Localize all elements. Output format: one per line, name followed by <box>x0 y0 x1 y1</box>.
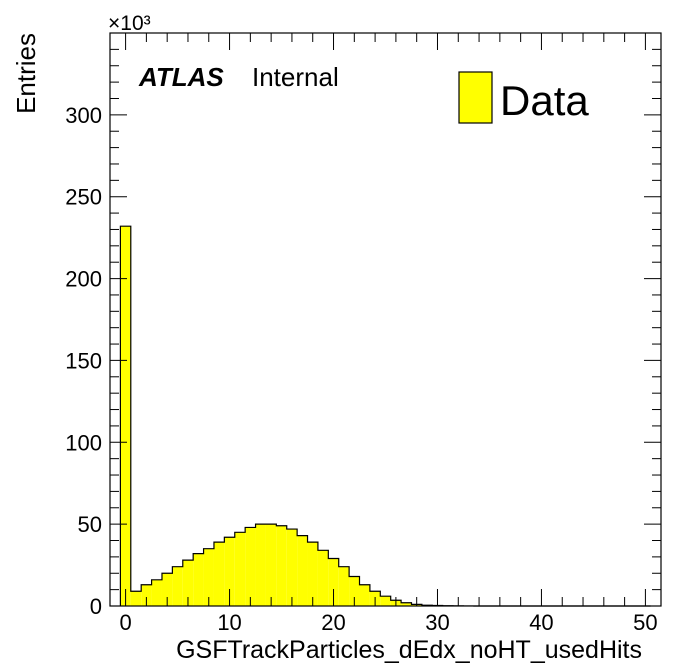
x-tick-label: 50 <box>633 610 657 635</box>
histogram-bin <box>286 529 298 606</box>
histogram-bin <box>151 579 162 606</box>
histogram-bin <box>234 532 246 606</box>
histogram-bin <box>161 573 173 606</box>
histogram-bin <box>245 527 256 606</box>
x-tick-label: 40 <box>529 610 553 635</box>
y-tick-label: 200 <box>65 267 102 292</box>
histogram-bin <box>328 558 339 606</box>
histogram-bin <box>349 576 360 606</box>
y-tick-labels: 0 50 100 150 200 250 300 <box>65 103 102 619</box>
atlas-label: ATLAS <box>138 62 224 92</box>
histogram-bin <box>172 566 183 606</box>
axis-ticks <box>110 33 661 607</box>
histogram-bin <box>276 525 287 606</box>
histogram-bin <box>307 542 318 606</box>
histogram-bin <box>213 542 225 606</box>
histogram-bin <box>255 524 266 606</box>
histogram-bin <box>130 591 142 606</box>
y-tick-label: 300 <box>65 103 102 128</box>
x-tick-label: 20 <box>321 610 345 635</box>
y-axis-title: Entries <box>11 33 41 114</box>
histogram-bin <box>297 535 308 606</box>
y-tick-label: 100 <box>65 430 102 455</box>
y-multiplier-label: ×10³ <box>108 12 151 35</box>
histogram-bin <box>141 584 152 606</box>
y-tick-label: 0 <box>90 594 102 619</box>
histogram-bin <box>359 584 370 606</box>
histogram-bin <box>182 560 194 606</box>
histogram-bin <box>120 226 131 606</box>
x-tick-label: 30 <box>425 610 449 635</box>
legend-swatch-data <box>458 71 493 124</box>
x-tick-labels: 0 10 20 30 40 50 <box>119 610 657 635</box>
histogram-bin <box>265 524 277 606</box>
histogram-bin <box>193 553 204 606</box>
histogram-bin <box>338 566 350 606</box>
histogram-bin <box>317 550 329 606</box>
y-tick-label: 150 <box>65 348 102 373</box>
x-tick-label: 0 <box>119 610 131 635</box>
x-tick-label: 10 <box>217 610 241 635</box>
histogram-bin <box>224 537 235 606</box>
histogram-bin <box>380 596 391 606</box>
y-tick-label: 250 <box>65 185 102 210</box>
histogram-bin <box>203 548 214 606</box>
internal-label: Internal <box>252 62 339 92</box>
legend-label-data: Data <box>500 77 589 124</box>
y-tick-label: 50 <box>78 512 102 537</box>
plot-frame <box>109 32 662 607</box>
histogram-bin <box>401 602 412 606</box>
x-axis-title: GSFTrackParticles_dEdx_noHT_usedHits <box>176 636 642 664</box>
